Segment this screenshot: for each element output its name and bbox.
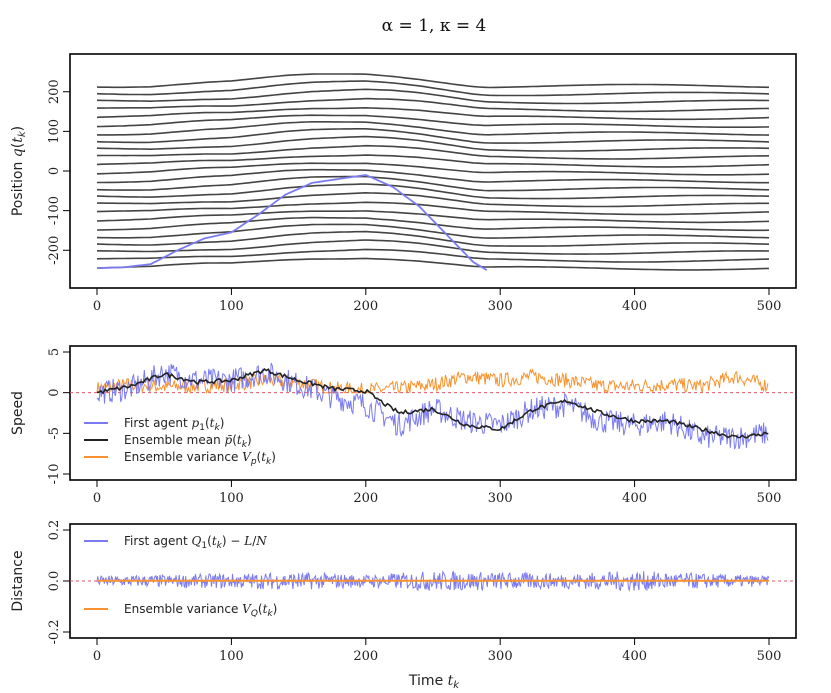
agent-trajectory: [96, 88, 770, 105]
ensemble-variance-speed-line: [96, 368, 769, 395]
agent-trajectory: [96, 144, 770, 160]
x-tick-label: 0: [93, 649, 101, 664]
legend-first-agent-speed: First agent p1(tk): [124, 416, 224, 433]
distance-plot: 0 100 200 300 400 500 -0.2 0.0 0.2: [47, 520, 796, 664]
agent-trajectory: [96, 114, 770, 128]
x-tick-label: 400: [622, 299, 647, 314]
x-tick-label: 0: [93, 299, 101, 314]
agent-trajectory: [96, 162, 770, 176]
agent-trajectory: [96, 216, 770, 232]
agent-trajectory: [96, 80, 770, 97]
distance-ylabel: Distance: [10, 550, 26, 611]
position-plot: 0 100 200 300 400 500 -200 -100 0 100 200: [47, 73, 782, 314]
agent-trajectory: [96, 210, 770, 224]
y-tick-label: 200: [47, 79, 62, 104]
agent-trajectory: [96, 183, 770, 200]
agent-trajectory: [96, 230, 770, 247]
agent-trajectory: [96, 135, 770, 152]
agent-trajectory: [96, 223, 770, 239]
agent-trajectory: [96, 73, 770, 89]
speed-ylabel: Speed: [10, 391, 26, 435]
x-axis-title: Time tk: [408, 673, 460, 691]
y-tick-label: -200: [47, 236, 62, 265]
speed-legend: First agent p1(tk) Ensemble mean p̄(tk) …: [84, 416, 276, 467]
x-tick-label: 100: [219, 491, 244, 506]
x-tick-label: 500: [757, 299, 782, 314]
x-tick-label: 200: [353, 649, 378, 664]
agent-trajectory: [96, 154, 770, 168]
speed-plot: 0 100 200 300 400 500 -10 -5 0 5: [47, 348, 796, 506]
speed-panel-frame: [69, 345, 797, 481]
chart-title: α = 1, κ = 4: [382, 16, 487, 36]
x-tick-label: 300: [488, 299, 513, 314]
x-tick-label: 200: [353, 299, 378, 314]
legend-ensemble-variance-distance: Ensemble variance VQ(tk): [124, 602, 277, 619]
ensemble-mean-speed-line: [96, 368, 769, 439]
x-tick-label: 100: [219, 299, 244, 314]
agent-trajectory: [97, 191, 769, 208]
agent-trajectory: [96, 201, 770, 216]
y-tick-label: -0.2: [47, 619, 62, 644]
first-agent-trajectory: [96, 174, 488, 271]
y-tick-label: -5: [47, 427, 62, 440]
x-tick-label: 100: [219, 649, 244, 664]
agent-trajectory: [97, 121, 770, 136]
agent-trajectory: [96, 106, 770, 121]
legend-ensemble-variance-speed: Ensemble variance Vp(tk): [124, 450, 276, 467]
first-agent-distance-line: [96, 570, 770, 592]
x-tick-label: 500: [757, 649, 782, 664]
x-tick-label: 400: [622, 491, 647, 506]
y-tick-label: 0: [47, 389, 62, 397]
position-ylabel: Position q(tk): [10, 126, 28, 216]
x-tick-label: 0: [93, 491, 101, 506]
y-tick-label: 100: [47, 119, 62, 144]
agent-trajectory: [97, 97, 770, 113]
y-tick-label: -100: [47, 196, 62, 225]
y-tick-label: 0.0: [47, 571, 62, 592]
agent-trajectory: [96, 239, 770, 255]
legend-first-agent-distance: First agent Q1(tk) − L/N: [124, 534, 267, 551]
distance-legend: First agent Q1(tk) − L/N Ensemble varian…: [84, 534, 277, 619]
x-tick-label: 400: [622, 649, 647, 664]
agent-trajectory: [97, 168, 769, 184]
agent-trajectory: [96, 128, 770, 144]
x-tick-label: 300: [488, 491, 513, 506]
y-tick-label: 0.2: [47, 520, 62, 541]
y-tick-label: -10: [47, 464, 62, 485]
agent-trajectory: [96, 257, 770, 271]
x-tick-label: 200: [353, 491, 378, 506]
y-tick-label: 5: [47, 348, 62, 356]
agent-trajectory: [96, 248, 770, 263]
y-tick-label: 0: [47, 167, 62, 175]
agent-trajectory: [96, 175, 770, 192]
legend-ensemble-mean: Ensemble mean p̄(tk): [124, 433, 252, 450]
x-tick-label: 500: [757, 491, 782, 506]
first-agent-speed-line: [96, 362, 769, 450]
x-tick-label: 300: [488, 649, 513, 664]
